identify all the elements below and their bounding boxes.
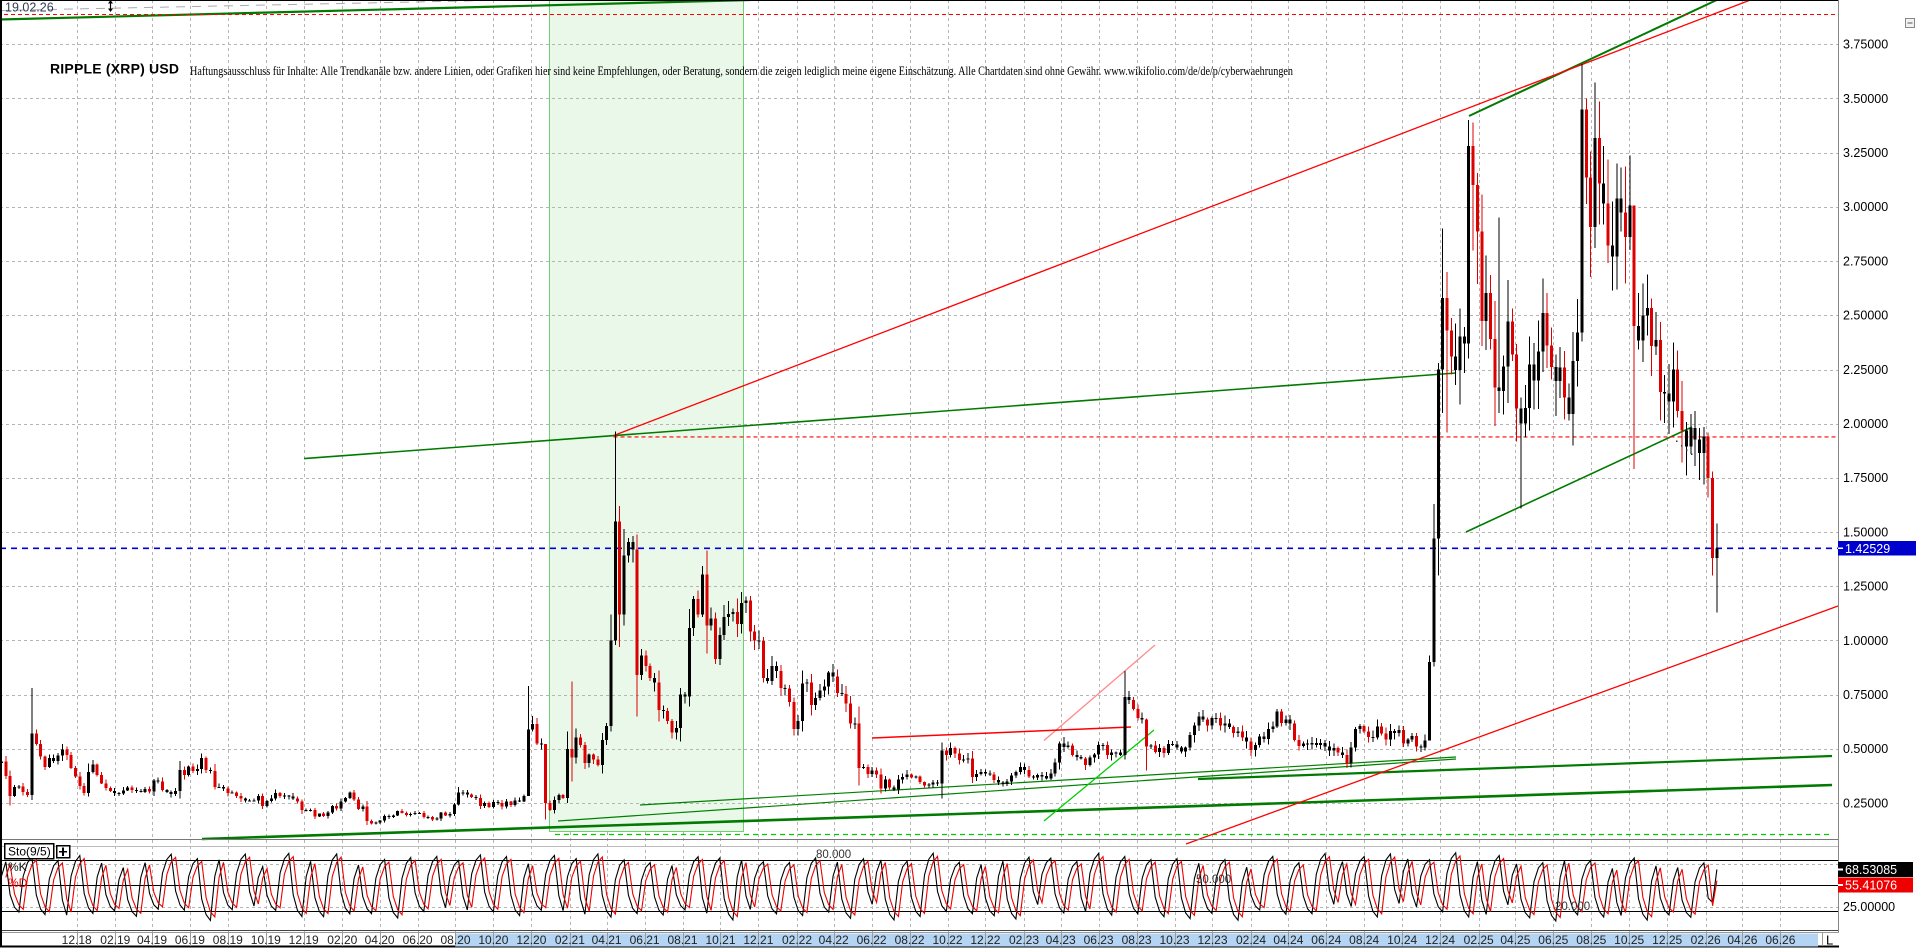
svg-text:3.75000: 3.75000: [1843, 38, 1888, 52]
svg-text:02.21: 02.21: [555, 933, 585, 947]
svg-text:RIPPLE (XRP) USD: RIPPLE (XRP) USD: [50, 61, 179, 77]
svg-text:04.20: 04.20: [365, 933, 395, 947]
svg-text:Sto(9/5): Sto(9/5): [8, 845, 51, 859]
svg-text:06.19: 06.19: [175, 933, 205, 947]
svg-text:10.19: 10.19: [251, 933, 281, 947]
svg-text:02.19: 02.19: [100, 933, 130, 947]
svg-text:06.23: 06.23: [1084, 933, 1114, 947]
svg-text:12.18: 12.18: [62, 933, 92, 947]
svg-text:08.21: 08.21: [667, 933, 697, 947]
svg-text:04.21: 04.21: [592, 933, 622, 947]
svg-text:12.19: 12.19: [289, 933, 319, 947]
svg-text:%D: %D: [8, 876, 28, 890]
svg-text:08.24: 08.24: [1349, 933, 1379, 947]
svg-text:08.23: 08.23: [1122, 933, 1152, 947]
svg-text:1.75000: 1.75000: [1843, 471, 1888, 485]
svg-text:1.42529: 1.42529: [1845, 542, 1890, 556]
svg-text:04.22: 04.22: [819, 933, 849, 947]
svg-text:1.00000: 1.00000: [1843, 634, 1888, 648]
svg-text:04.19: 04.19: [137, 933, 167, 947]
svg-text:68.53085: 68.53085: [1845, 863, 1897, 877]
svg-text:%K: %K: [8, 860, 27, 874]
svg-text:20.000: 20.000: [1555, 901, 1590, 913]
svg-text:08.19: 08.19: [213, 933, 243, 947]
svg-text:04.26: 04.26: [1727, 933, 1757, 947]
svg-text:12.21: 12.21: [743, 933, 773, 947]
svg-text:06.21: 06.21: [630, 933, 660, 947]
svg-text:10.21: 10.21: [705, 933, 735, 947]
svg-text:0.25000: 0.25000: [1843, 796, 1888, 810]
svg-text:2.25000: 2.25000: [1843, 363, 1888, 377]
svg-text:55.41076: 55.41076: [1845, 878, 1897, 892]
svg-text:80.000: 80.000: [816, 849, 851, 861]
svg-text:08.22: 08.22: [895, 933, 925, 947]
svg-text:25.00000: 25.00000: [1843, 900, 1895, 914]
svg-text:2.00000: 2.00000: [1843, 417, 1888, 431]
svg-text:06.20: 06.20: [403, 933, 433, 947]
svg-text:12.20: 12.20: [516, 933, 546, 947]
svg-text:1.50000: 1.50000: [1843, 525, 1888, 539]
svg-text:12.22: 12.22: [970, 933, 1000, 947]
svg-text:06.26: 06.26: [1765, 933, 1795, 947]
svg-text:10.24: 10.24: [1387, 933, 1417, 947]
svg-text:04.24: 04.24: [1273, 933, 1303, 947]
svg-text:06.24: 06.24: [1311, 933, 1341, 947]
svg-text:10.22: 10.22: [932, 933, 962, 947]
svg-text:10.23: 10.23: [1159, 933, 1189, 947]
svg-text:06.25: 06.25: [1538, 933, 1568, 947]
svg-text:08.25: 08.25: [1576, 933, 1606, 947]
svg-text:06.22: 06.22: [857, 933, 887, 947]
svg-text:0.50000: 0.50000: [1843, 742, 1888, 756]
svg-text:3.25000: 3.25000: [1843, 146, 1888, 160]
svg-text:2.50000: 2.50000: [1843, 309, 1888, 323]
svg-text:12.25: 12.25: [1652, 933, 1682, 947]
svg-text:3.50000: 3.50000: [1843, 92, 1888, 106]
svg-text:12.23: 12.23: [1197, 933, 1227, 947]
svg-text:02.22: 02.22: [782, 933, 812, 947]
svg-text:0.75000: 0.75000: [1843, 688, 1888, 702]
svg-text:Haftungsausschluss für Inhalte: Haftungsausschluss für Inhalte: Alle Tre…: [190, 64, 1294, 78]
svg-text:3.00000: 3.00000: [1843, 200, 1888, 214]
svg-text:02.25: 02.25: [1464, 933, 1494, 947]
svg-text:04.23: 04.23: [1046, 933, 1076, 947]
svg-text:02.20: 02.20: [327, 933, 357, 947]
svg-text:02.24: 02.24: [1236, 933, 1266, 947]
svg-text:02.26: 02.26: [1691, 933, 1721, 947]
svg-text:10.25: 10.25: [1614, 933, 1644, 947]
svg-text:10.20: 10.20: [478, 933, 508, 947]
svg-text:L: L: [1826, 933, 1833, 948]
svg-text:04.25: 04.25: [1500, 933, 1530, 947]
svg-text:19.02.26: 19.02.26: [5, 1, 54, 15]
svg-text:2.75000: 2.75000: [1843, 254, 1888, 268]
svg-text:02.23: 02.23: [1009, 933, 1039, 947]
svg-text:12.24: 12.24: [1425, 933, 1455, 947]
svg-text:50.000: 50.000: [1196, 874, 1231, 886]
svg-text:08.20: 08.20: [440, 933, 470, 947]
svg-text:1.25000: 1.25000: [1843, 580, 1888, 594]
